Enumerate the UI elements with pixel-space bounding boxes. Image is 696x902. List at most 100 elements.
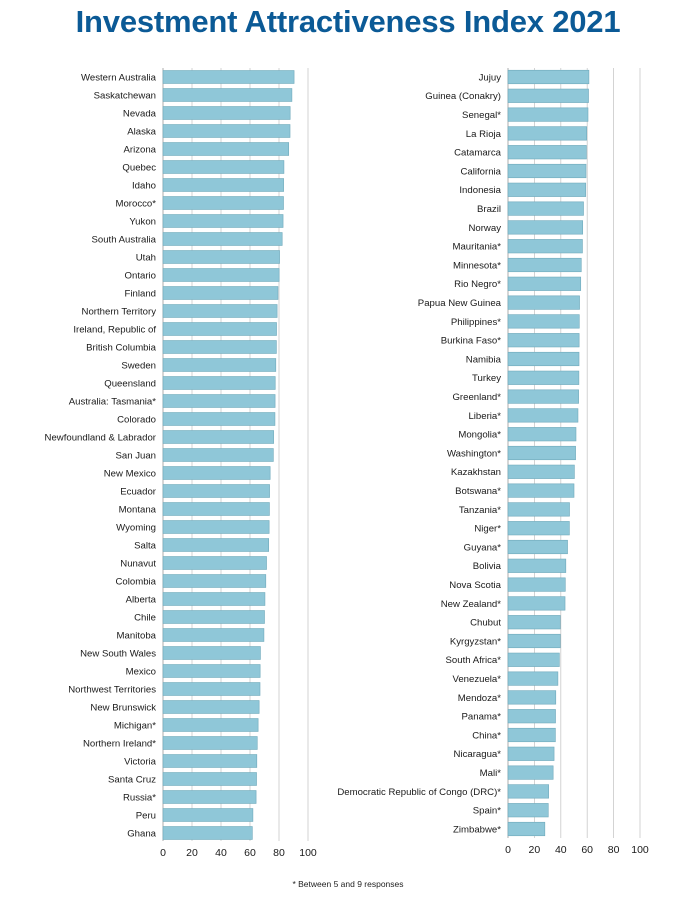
bar [507, 521, 570, 536]
bar [507, 483, 575, 498]
category-label: Mauritania* [452, 242, 501, 253]
category-label: Chubut [470, 618, 501, 629]
tick-label: 40 [215, 847, 227, 859]
category-label: New Brunswick [90, 702, 156, 713]
bar [507, 445, 576, 461]
category-label: Tanzania* [459, 505, 501, 516]
category-label: Morocco* [115, 198, 156, 209]
footnote: * Between 5 and 9 responses [292, 879, 404, 889]
category-label: Chile [134, 612, 156, 623]
category-label: Queensland [104, 378, 156, 389]
bar [507, 314, 580, 329]
bar [507, 502, 570, 517]
bar [162, 628, 265, 642]
category-label: Spain* [473, 806, 502, 817]
category-label: Senegal* [462, 110, 501, 121]
bar [162, 592, 266, 606]
bar [507, 709, 556, 724]
tick-label: 20 [529, 844, 541, 856]
bar [507, 351, 580, 367]
bar [162, 358, 277, 372]
category-label: Newfoundland & Labrador [45, 432, 157, 443]
category-label: Victoria [124, 756, 156, 767]
bar [162, 322, 277, 336]
category-label: Panama* [462, 712, 502, 723]
bar [162, 160, 285, 174]
tick-label: 80 [608, 844, 620, 856]
category-label: Santa Cruz [108, 774, 156, 785]
category-label: Colombia [115, 576, 156, 587]
bar [507, 633, 561, 649]
category-label: Rio Negro* [454, 279, 501, 290]
bar [507, 784, 549, 799]
category-label: Peru [136, 810, 156, 821]
category-label: Wyoming [116, 522, 156, 533]
category-label: Indonesia [459, 185, 501, 196]
bar [162, 286, 279, 300]
bar [507, 69, 590, 85]
category-label: La Rioja [466, 129, 502, 140]
bar [507, 464, 575, 479]
bar [507, 727, 556, 743]
tick-label: 60 [244, 847, 256, 859]
category-label: China* [472, 730, 501, 741]
bar [507, 107, 589, 122]
bar [162, 808, 254, 822]
bar [507, 239, 583, 254]
bar [162, 682, 261, 696]
category-label: South Australia [91, 234, 156, 245]
category-label: Saskatchewan [94, 90, 156, 101]
category-label: Arizona [123, 144, 156, 155]
tick-label: 100 [299, 847, 317, 859]
bar [507, 220, 584, 235]
bar [507, 182, 587, 197]
bar [507, 295, 580, 310]
bar [162, 520, 270, 534]
category-label: Quebec [122, 162, 156, 173]
category-label: Mongolia* [458, 430, 501, 441]
category-label: Salta [134, 540, 157, 551]
bar [507, 389, 579, 404]
bar [507, 558, 567, 573]
bar [162, 664, 261, 678]
bar [162, 124, 291, 138]
bar [162, 214, 284, 228]
category-label: Kyrgyzstan* [450, 636, 501, 647]
bar [507, 596, 566, 611]
category-label: Utah [136, 252, 156, 263]
category-label: Northern Territory [82, 306, 157, 317]
category-label: South Africa* [446, 655, 502, 666]
category-label: Western Australia [81, 72, 157, 83]
category-label: Michigan* [114, 720, 156, 731]
bar [507, 652, 560, 667]
tick-label: 0 [505, 844, 511, 856]
bar [507, 539, 568, 555]
category-label: Guinea (Conakry) [425, 91, 501, 102]
bar [162, 250, 280, 264]
bar [507, 408, 579, 423]
category-label: Zimbabwe* [453, 824, 501, 835]
bar [162, 448, 274, 462]
category-label: Niger* [474, 524, 501, 535]
category-label: Liberia* [468, 411, 501, 422]
category-label: Bolivia [473, 561, 502, 572]
category-label: Brazil [477, 204, 501, 215]
bar [507, 276, 582, 291]
bar [162, 700, 260, 714]
bar [507, 821, 546, 837]
category-label: Finland [125, 288, 156, 299]
category-label: Ghana [127, 828, 156, 839]
bar [162, 646, 261, 660]
bar [162, 430, 274, 444]
category-label: Australia: Tasmania* [69, 396, 157, 407]
category-label: Venezuela* [452, 674, 501, 685]
tick-label: 40 [555, 844, 567, 856]
bar [507, 126, 587, 141]
tick-label: 60 [581, 844, 593, 856]
category-label: Alberta [126, 594, 157, 605]
category-label: Philippines* [451, 317, 501, 328]
bar [162, 340, 277, 354]
category-label: Ontario [125, 270, 156, 281]
bar [507, 257, 582, 273]
bar [162, 412, 276, 426]
